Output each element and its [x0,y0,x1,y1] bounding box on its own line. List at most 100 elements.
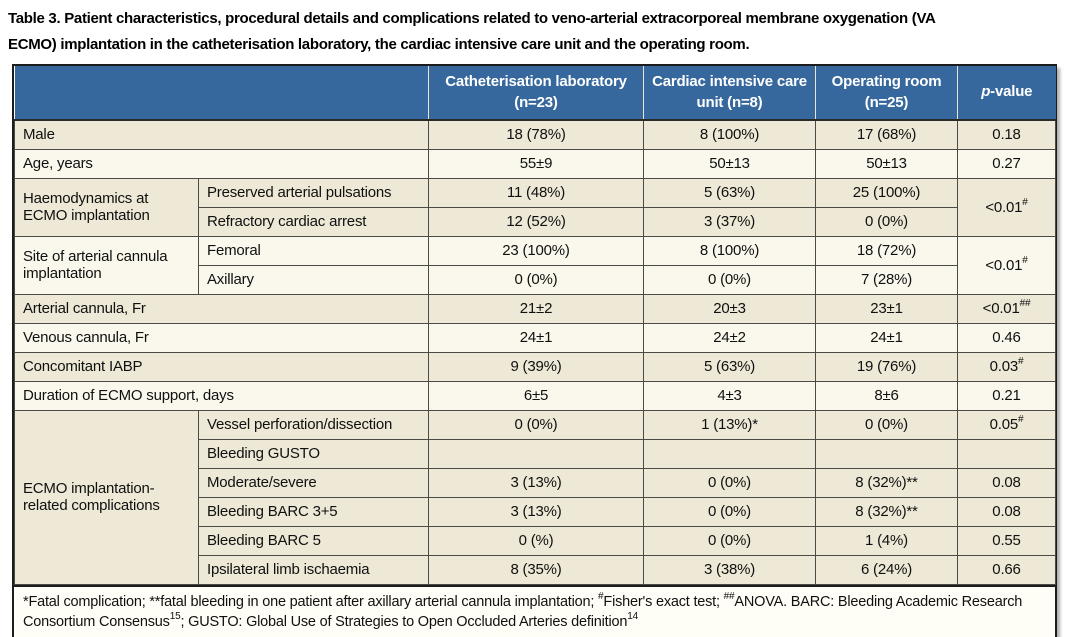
superscript-marker: # [1022,254,1028,266]
value-cell: 23±1 [815,293,958,324]
cell-text: <0.01 [985,256,1023,274]
value-cell: 0.18 [957,119,1056,150]
value-cell: 3 (13%) [428,467,644,498]
table-header: Catheterisation laboratory (n=23) Cardiac… [14,66,1056,121]
value-cell [643,438,816,469]
table-row: Venous cannula, Fr 24±1 24±2 24±1 0.46 [14,322,1056,353]
value-cell: 8 (100%) [643,119,816,150]
cell-text: -value [990,83,1033,101]
column-header: Operating room (n=25) [815,66,958,121]
cell-text: <0.01 [982,300,1020,317]
table-row: Axillary 0 (0%) 0 (0%) 7 (28%) [15,264,1056,295]
value-cell: <0.01# [957,235,1056,295]
value-cell: 1 (13%)* [643,409,816,440]
value-cell: 11 (48%) [428,177,644,208]
superscript-marker: # [1018,414,1024,425]
value-cell: 8 (100%) [643,235,816,266]
value-cell: 0.03# [957,351,1056,382]
value-cell: 0 (%) [428,525,644,556]
value-cell: 55±9 [428,148,644,179]
caption-line-2: ECMO) implantation in the catheterisatio… [8,36,750,53]
row-label-cell: Haemodynamics at ECMO implantation [14,177,199,237]
value-cell: 5 (63%) [643,177,816,208]
value-cell: 8 (32%)** [815,467,958,498]
row-label-cell: Site of arterial cannula implantation [14,235,199,295]
row-label-cell: Concomitant IABP [14,351,429,382]
table-row: Bleeding GUSTO [15,438,1056,469]
value-cell: 3 (38%) [643,554,816,585]
table-row: Site of arterial cannula implantation Fem… [14,235,1056,295]
row-label-cell: Arterial cannula, Fr [14,293,429,324]
value-cell: 0 (0%) [643,496,816,527]
value-cell: 6±5 [428,380,644,411]
value-cell: 19 (76%) [815,351,958,382]
table-row: Bleeding BARC 3+5 3 (13%) 0 (0%) 8 (32%)** 0… [15,496,1056,527]
row-label-cell: Bleeding GUSTO [198,438,429,469]
row-label-cell: Axillary [198,264,429,295]
cell-text: p [981,83,991,101]
table-row: Age, years 55±9 50±13 50±13 0.27 [14,148,1056,179]
table-row: Haemodynamics at ECMO implantation Preser… [14,177,1056,237]
value-cell: 24±2 [643,322,816,353]
cell-text: 0.03 [989,358,1019,375]
table-row: Arterial cannula, Fr 21±2 20±3 23±1 <0.01## [14,293,1056,324]
table-row: Ipsilateral limb ischaemia 8 (35%) 3 (38%)… [15,554,1056,585]
superscript-marker: ## [1019,298,1031,309]
value-cell: 50±13 [643,148,816,179]
row-label-cell: Vessel perforation/dissection [198,409,429,440]
value-cell: 0 (0%) [643,467,816,498]
value-cell: <0.01# [957,177,1056,237]
value-cell: 0.46 [957,322,1056,353]
superscript-marker: # [1022,196,1028,208]
row-label-cell: Age, years [14,148,429,179]
footnote-text: ANOVA. BARC: Bleeding Academic Research … [23,593,1023,630]
row-label-cell: Preserved arterial pulsations [198,177,429,208]
row-label-cell: Bleeding BARC 3+5 [198,496,429,527]
value-cell: 21±2 [428,293,644,324]
value-cell: 3 (37%) [643,206,816,237]
value-cell: 0.27 [957,148,1056,179]
value-cell: 0 (0%) [428,264,644,295]
value-cell: 18 (78%) [428,119,644,150]
value-cell: 5 (63%) [643,351,816,382]
table-footnote: *Fatal complication; **fatal bleeding in… [14,584,1055,637]
column-header: p-value [957,66,1056,121]
value-cell: 0.55 [957,525,1056,556]
value-cell: 8 (35%) [428,554,644,585]
value-cell: 50±13 [815,148,958,179]
value-cell: 0 (0%) [643,264,816,295]
cell-text: 0.05 [989,416,1019,433]
footnote-superscript: ## [723,590,735,602]
patient-characteristics-table: Catheterisation laboratory (n=23) Cardiac… [14,66,1056,585]
value-cell: 24±1 [428,322,644,353]
value-cell: 17 (68%) [815,119,958,150]
value-cell: 25 (100%) [815,177,958,208]
row-label-cell: Venous cannula, Fr [14,322,429,353]
table-row: ECMO implantation-related complications V… [14,409,1056,585]
row-label-cell: Bleeding BARC 5 [198,525,429,556]
value-cell: 0 (0%) [815,206,958,237]
value-cell: 8 (32%)** [815,496,958,527]
value-cell: 9 (39%) [428,351,644,382]
value-cell: 24±1 [815,322,958,353]
value-cell: 18 (72%) [815,235,958,266]
value-cell: <0.01## [957,293,1056,324]
table-row: Duration of ECMO support, days 6±5 4±3 8±6 0… [14,380,1056,411]
footnote-text: Fisher's exact test; [603,593,724,610]
value-cell: 0.66 [957,554,1056,585]
row-label-cell: Duration of ECMO support, days [14,380,429,411]
table-row: Refractory cardiac arrest 12 (52%) 3 (37%)… [15,206,1056,237]
footnote-superscript: # [598,590,604,602]
table-body: Male 18 (78%) 8 (100%) 17 (68%) 0.18 Age, yea… [14,119,1056,585]
row-label-cell: Refractory cardiac arrest [198,206,429,237]
value-cell: 0 (0%) [815,409,958,440]
row-label-cell: ECMO implantation-related complications [14,409,199,585]
value-cell: 1 (4%) [815,525,958,556]
value-cell: 0.08 [957,496,1056,527]
column-header: Catheterisation laboratory (n=23) [428,66,644,121]
value-cell: 7 (28%) [815,264,958,295]
footnote-superscript: 15 [169,610,181,622]
value-cell: 4±3 [643,380,816,411]
table-caption: Table 3. Patient characteristics, proced… [0,0,1069,58]
column-header: Cardiac intensive care unit (n=8) [643,66,816,121]
